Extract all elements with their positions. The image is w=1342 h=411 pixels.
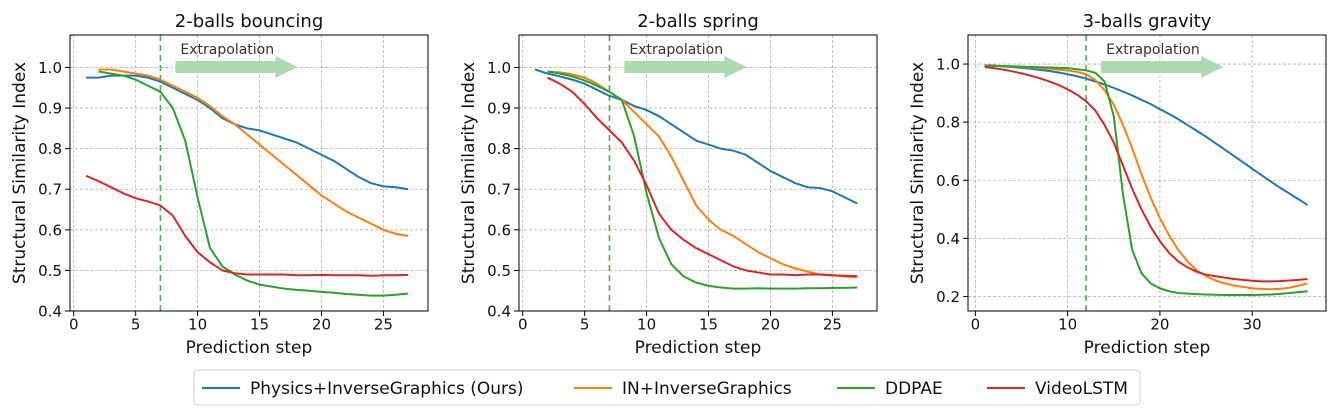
annotation: Extrapolation xyxy=(629,42,723,58)
y-tick-label: 1.0 xyxy=(38,59,62,77)
legend-label: VideoLSTM xyxy=(1035,379,1128,399)
legend-label: IN+InverseGraphics xyxy=(622,379,792,399)
x-tick-label: 15 xyxy=(699,316,718,334)
y-tick-label: 0.9 xyxy=(38,100,62,118)
y-tick-label: 0.4 xyxy=(38,303,62,321)
y-axis-label: Structural Similarity Index xyxy=(10,62,30,284)
series-line xyxy=(984,64,1308,291)
annotation: Extrapolation xyxy=(1106,42,1200,58)
y-tick-label: 0.8 xyxy=(487,140,511,158)
y-tick-label: 0.5 xyxy=(487,262,511,280)
annotation: Extrapolation xyxy=(180,42,274,58)
y-tick-label: 0.7 xyxy=(38,181,62,199)
series-line xyxy=(86,74,409,191)
x-tick-label: 20 xyxy=(761,316,780,334)
x-tick-label: 15 xyxy=(250,316,269,334)
y-tick-label: 0.8 xyxy=(38,140,62,158)
x-tick-label: 30 xyxy=(1243,316,1262,334)
x-tick-label: 5 xyxy=(580,316,590,334)
x-axis-label: Prediction step xyxy=(635,338,762,358)
y-axis-label: Structural Similarity Index xyxy=(459,62,479,284)
chart-title: 3-balls gravity xyxy=(1083,11,1212,32)
x-tick-label: 10 xyxy=(1058,316,1077,334)
y-tick-label: 1.0 xyxy=(487,59,511,77)
y-tick-label: 0.9 xyxy=(487,100,511,118)
plot-frame xyxy=(967,34,1327,312)
y-tick-label: 1.0 xyxy=(936,56,960,74)
extrapolation-arrow xyxy=(175,56,298,78)
y-tick-label: 0.2 xyxy=(936,288,960,306)
x-tick-label: 0 xyxy=(69,316,79,334)
y-axis-label: Structural Similarity Index xyxy=(908,62,928,284)
x-tick-label: 20 xyxy=(312,316,331,334)
x-axis-label: Prediction step xyxy=(1084,338,1211,358)
y-tick-label: 0.4 xyxy=(487,303,511,321)
series-line xyxy=(547,70,858,279)
y-tick-label: 0.5 xyxy=(38,262,62,280)
series-line xyxy=(984,64,1308,297)
plot-frame xyxy=(69,34,429,312)
y-tick-label: 0.4 xyxy=(936,230,960,248)
series-line xyxy=(98,68,409,237)
extrapolation-arrow xyxy=(1101,56,1224,78)
series-line xyxy=(98,70,409,297)
y-tick-label: 0.6 xyxy=(487,221,511,239)
extrapolation-arrow xyxy=(624,56,747,78)
y-tick-label: 0.6 xyxy=(38,221,62,239)
y-tick-label: 0.7 xyxy=(487,181,511,199)
series-line xyxy=(984,65,1308,283)
y-tick-label: 0.6 xyxy=(936,172,960,190)
x-tick-label: 5 xyxy=(131,316,141,334)
series-line xyxy=(984,64,1309,206)
legend-box xyxy=(193,369,1141,406)
chart-title: 2-balls spring xyxy=(637,11,759,32)
series-line xyxy=(85,174,409,277)
x-tick-label: 0 xyxy=(518,316,528,334)
chart-title: 2-balls bouncing xyxy=(175,11,324,32)
plot-frame xyxy=(518,34,878,312)
legend: Physics+InverseGraphics (Ours) IN+Invers… xyxy=(202,379,1128,399)
x-tick-label: 25 xyxy=(823,316,842,334)
legend-label: Physics+InverseGraphics (Ours) xyxy=(250,379,523,399)
x-axis-label: Prediction step xyxy=(186,338,313,358)
series-line xyxy=(547,76,858,278)
x-tick-label: 25 xyxy=(374,316,393,334)
series-line xyxy=(547,70,858,290)
legend-label: DDPAE xyxy=(885,379,943,399)
y-tick-label: 0.8 xyxy=(936,114,960,132)
x-tick-label: 0 xyxy=(971,316,981,334)
x-tick-label: 20 xyxy=(1150,316,1169,334)
x-tick-label: 10 xyxy=(188,316,207,334)
x-tick-label: 10 xyxy=(637,316,656,334)
series-line xyxy=(534,68,858,205)
